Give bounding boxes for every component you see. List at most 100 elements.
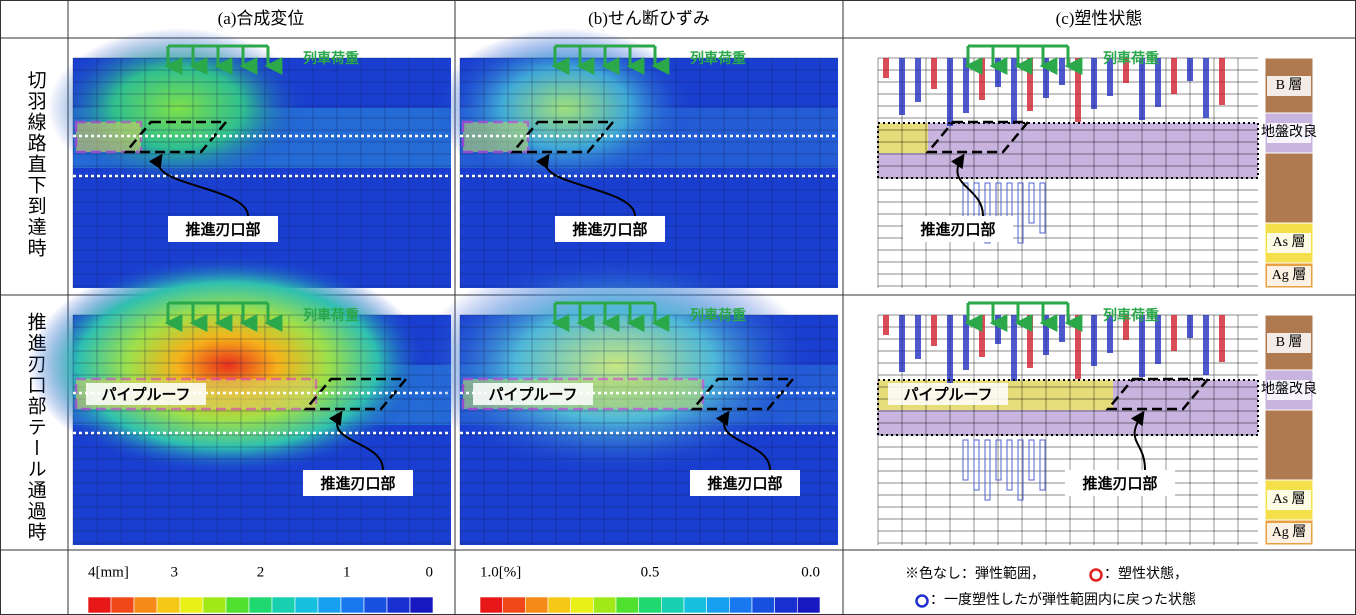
colorbar-cell — [363, 596, 388, 614]
plastic-marks — [995, 315, 1001, 344]
cutting-edge — [510, 120, 616, 154]
colorbar-cell — [87, 596, 112, 614]
colorbar-label: 1 — [343, 564, 351, 580]
tip-arrow — [1130, 410, 1146, 471]
returned-marks — [995, 439, 1002, 481]
colorbar-cell — [317, 596, 342, 614]
column-header: (a)合成変位 — [218, 9, 305, 28]
layer-label: B 層 — [1276, 335, 1303, 350]
label-box — [168, 216, 278, 242]
tip-arrow — [148, 153, 249, 217]
cutting-edge — [925, 120, 1031, 154]
colorbar-cell — [133, 596, 158, 614]
plastic-marks — [1059, 58, 1065, 85]
plastic-marks — [1139, 58, 1145, 120]
tip-arrow — [950, 153, 984, 217]
returned-marks — [1039, 182, 1046, 234]
cutting-edge — [1105, 377, 1211, 411]
layer-label-box — [1267, 380, 1311, 400]
returned-marks — [1017, 182, 1024, 244]
layer-label-box — [1267, 123, 1311, 143]
colorbar-cell — [615, 596, 639, 614]
load-label: 列車荷重 — [1103, 307, 1159, 324]
contour-blob — [415, 255, 815, 475]
returned-marks — [1039, 439, 1046, 491]
colorbar-cell — [547, 596, 571, 614]
roof-label-box — [86, 383, 206, 405]
load-label: 列車荷重 — [690, 50, 746, 67]
row-label: 切羽線路直下到達時 — [25, 70, 47, 259]
note-symbol — [1089, 568, 1103, 582]
column-header: (b)せん断ひずみ — [588, 9, 710, 28]
colorbar-cell — [502, 596, 526, 614]
plastic-marks — [899, 315, 905, 372]
plastic-marks — [947, 315, 953, 383]
load-label: 列車荷重 — [303, 307, 359, 324]
colorbar-cell — [570, 596, 594, 614]
tip-label: 推進刃口部 — [185, 221, 260, 239]
returned-marks — [1028, 182, 1035, 224]
colorbar-cell — [683, 596, 707, 614]
plastic-marks — [963, 315, 969, 370]
label-box — [555, 216, 665, 242]
plastic-marks — [1027, 58, 1033, 111]
contour-blob — [28, 255, 428, 475]
colorbar-cell — [202, 596, 227, 614]
column-header: (c)塑性状態 — [1056, 9, 1143, 28]
plastic-marks — [947, 58, 953, 126]
plastic-marks — [1043, 58, 1049, 98]
plastic-marks — [1123, 58, 1129, 83]
returned-marks — [984, 182, 991, 244]
layer-label: As 層 — [1272, 235, 1305, 250]
note: ※色なし：弾性範囲， — [905, 565, 1045, 582]
plastic-marks — [1123, 315, 1129, 340]
colorbar-cell — [248, 596, 273, 614]
plastic-marks — [1203, 315, 1209, 375]
plastic-marks — [1155, 58, 1161, 107]
returned-marks — [1006, 439, 1013, 491]
colorbar-cell — [225, 596, 250, 614]
plastic-marks — [1187, 58, 1193, 81]
plastic-marks — [963, 58, 969, 113]
colorbar-cell — [479, 596, 503, 614]
roof-label: パイプルーフ — [488, 386, 577, 404]
returned-marks — [962, 439, 969, 481]
plastic-marks — [915, 58, 921, 102]
plastic-marks — [979, 315, 985, 357]
colorbar-cell — [386, 596, 411, 614]
plastic-marks — [1027, 315, 1033, 368]
layer-label-box — [1267, 233, 1311, 253]
colorbar-cell — [706, 596, 730, 614]
plastic-marks — [1219, 315, 1225, 362]
returned-marks — [973, 439, 980, 491]
tip-label: 推進刃口部 — [707, 475, 782, 493]
layer-label-box — [1267, 333, 1311, 353]
plastic-marks — [995, 58, 1001, 87]
roof-label: パイプルーフ — [101, 386, 190, 404]
label-box — [1065, 470, 1175, 496]
plastic-marks — [915, 315, 921, 359]
label-box — [690, 470, 800, 496]
colorbar-cell — [638, 596, 662, 614]
layer-label-box — [1267, 266, 1311, 286]
plastic-marks — [883, 58, 889, 78]
colorbar-cell — [110, 596, 135, 614]
colorbar-cell — [271, 596, 296, 614]
plastic-marks — [1043, 315, 1049, 355]
colorbar-cell — [156, 596, 181, 614]
cutting-edge — [690, 377, 796, 411]
plastic-marks — [931, 58, 937, 89]
colorbar-cell — [593, 596, 617, 614]
colorbar-cell — [774, 596, 798, 614]
layer-label-box — [1267, 490, 1311, 510]
colorbar-cell — [294, 596, 319, 614]
plastic-marks — [1203, 58, 1209, 118]
plastic-marks — [1091, 58, 1097, 109]
